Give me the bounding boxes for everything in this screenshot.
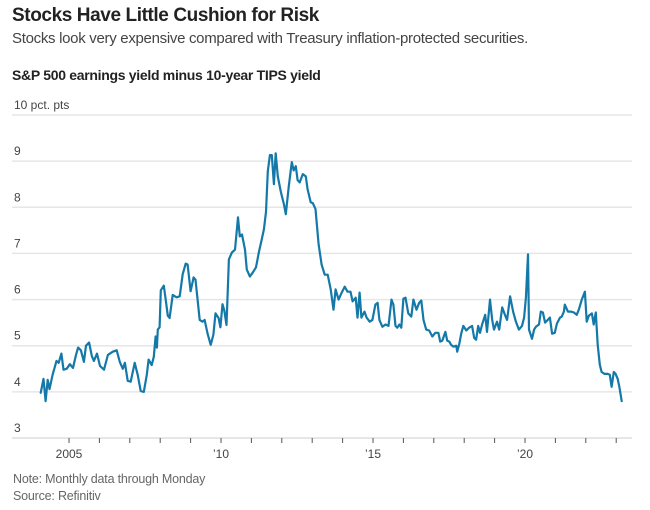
y-tick-label: 6 [14, 283, 21, 297]
y-tick-label: 10 pct. pts [14, 98, 69, 112]
chart-subheadline: Stocks look very expensive compared with… [12, 30, 528, 47]
y-tick-label: 3 [14, 421, 21, 435]
series-line [39, 152, 623, 403]
x-tick-label: 2005 [56, 447, 83, 461]
footnote: Note: Monthly data through Monday [13, 472, 206, 486]
x-tick-label: ’20 [517, 447, 533, 461]
line-chart: 10 pct. pts 9 8 7 6 5 4 3 2005 ’10 ’15 ’20 [12, 98, 632, 461]
gridlines [12, 114, 632, 439]
y-tick-label: 9 [14, 144, 21, 158]
chart-title: S&P 500 earnings yield minus 10-year TIP… [12, 67, 321, 83]
x-tick-label: ’15 [365, 447, 381, 461]
y-tick-label: 5 [14, 329, 21, 343]
source-note: Source: Refinitiv [13, 489, 101, 503]
y-tick-label: 8 [14, 190, 21, 204]
y-tick-label: 4 [14, 375, 21, 389]
x-tick-label: ’10 [213, 447, 229, 461]
y-axis: 10 pct. pts 9 8 7 6 5 4 3 [14, 98, 69, 435]
x-axis: 2005 ’10 ’15 ’20 [56, 438, 617, 461]
series-layer [39, 152, 623, 403]
y-tick-label: 7 [14, 236, 21, 250]
chart-headline: Stocks Have Little Cushion for Risk [12, 5, 319, 26]
